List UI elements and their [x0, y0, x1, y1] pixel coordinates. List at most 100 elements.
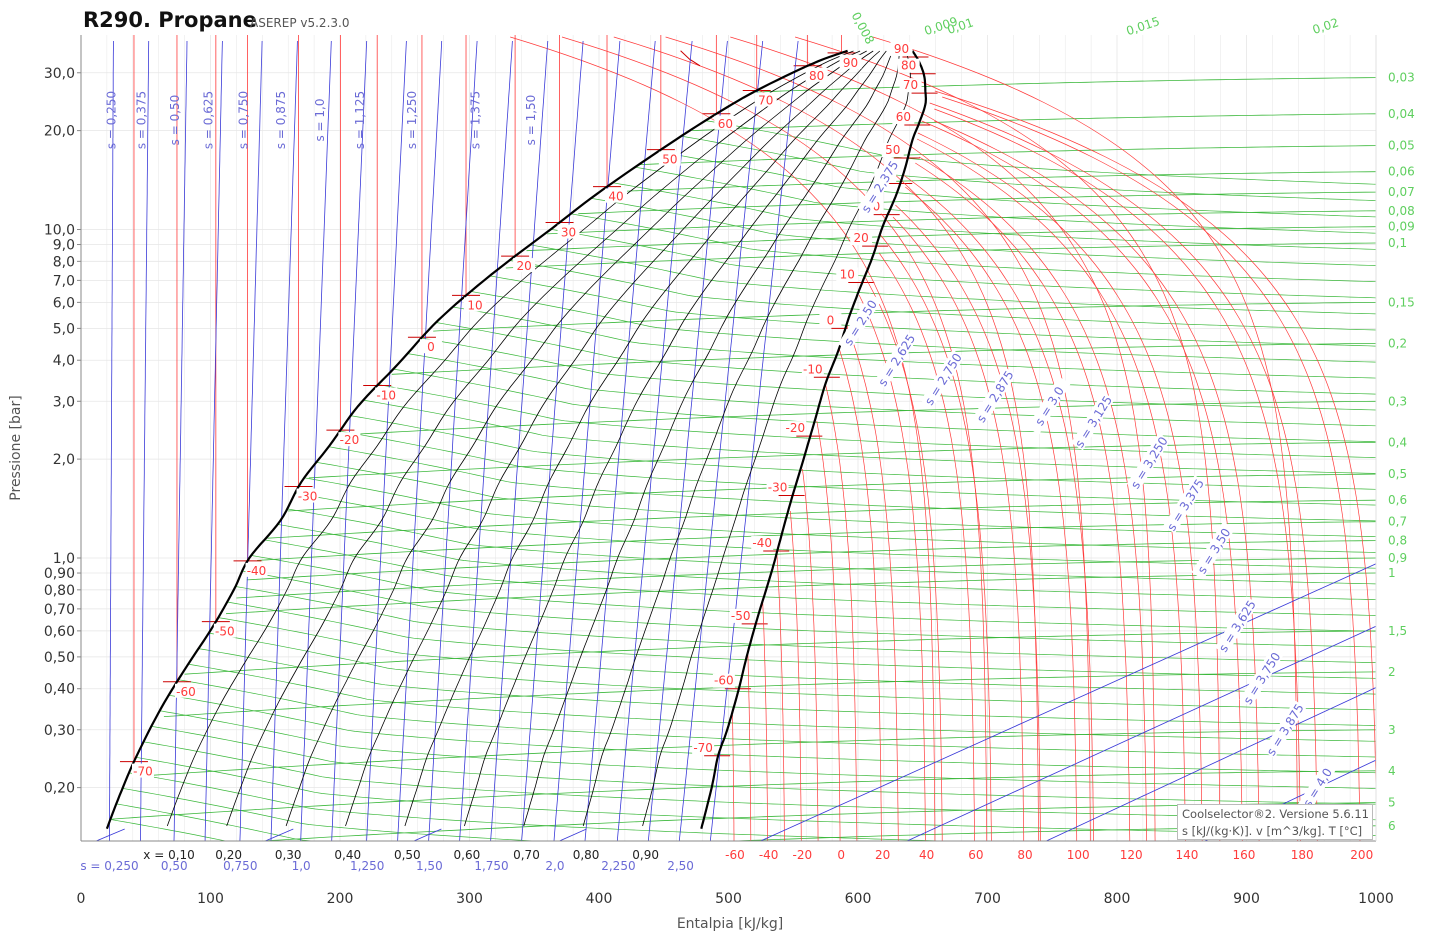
quality-line	[166, 50, 854, 827]
x-axis-label: Entalpia [kJ/kg]	[676, 916, 784, 932]
y-tick-label: 0,80	[44, 583, 75, 599]
isotherm-label-vapor: 20	[854, 231, 869, 245]
isochore-label-right: 0,1	[1388, 236, 1407, 250]
isochore-line	[350, 415, 1376, 490]
isotherm-label-liquid: 50	[662, 153, 677, 167]
isentrope-label-bg	[920, 349, 965, 408]
isotherm-vapor-branch	[802, 468, 819, 841]
isochore-line	[132, 729, 1376, 777]
isochore-line	[723, 825, 1376, 841]
isotherm-label-bg	[692, 740, 715, 755]
isotherm-label-liquid: 90	[843, 56, 858, 70]
isentrope-label-bg	[972, 366, 1017, 426]
isochore-line	[184, 630, 1376, 675]
isentrope-line	[678, 40, 764, 841]
isochore-line	[264, 539, 1376, 616]
isotherm-label-vapor: 90	[894, 42, 909, 56]
isentrope-label-bottom: 0,50	[161, 859, 188, 873]
y-tick-label: 0,20	[44, 781, 75, 797]
isentrope-label-bg	[1262, 700, 1307, 759]
info-version: Coolselector®2. Versione 5.6.11	[1182, 807, 1369, 821]
isochore-line	[235, 586, 1376, 664]
isochore-line	[277, 524, 1376, 601]
isochore-label-right: 6	[1388, 819, 1396, 833]
isochore-label-right: 0,15	[1388, 295, 1415, 309]
x-tick-label: 600	[845, 891, 872, 907]
isentrope-label-bg	[1214, 596, 1259, 655]
isochore-line	[339, 430, 1376, 506]
isochore-line	[218, 617, 1376, 695]
isentrope-label-bottom: 0,750	[223, 859, 257, 873]
isotherm-label-bottom: 0	[837, 848, 845, 862]
isochore-line	[236, 557, 1376, 599]
isotherm-label-vapor: 10	[840, 267, 855, 281]
isotherm-vapor-branch	[747, 654, 752, 841]
isotherm-vapor-branch	[762, 600, 768, 841]
isotherm-label-bottom: -20	[793, 848, 813, 862]
isotherm-vapor-branch	[878, 252, 975, 841]
isotherm-label-bg	[513, 258, 536, 273]
x-tick-label: 300	[456, 891, 483, 907]
isochore-lines	[110, 77, 1376, 841]
isotherm-label-bg	[712, 673, 735, 688]
isotherm-label-vapor: 80	[901, 59, 916, 73]
quality-label: 0,20	[215, 848, 242, 862]
y-tick-label: 20,0	[44, 124, 75, 140]
isochore-line	[316, 461, 1376, 538]
y-tick-label: 0,50	[44, 650, 75, 666]
isochore-label-right: 0,8	[1388, 534, 1407, 548]
y-tick-label: 0,30	[44, 723, 75, 739]
isochore-label-top: 0,02	[1311, 15, 1341, 37]
isochore-line	[470, 291, 1376, 363]
isotherm-vapor-branch	[903, 174, 1094, 841]
isotherm-label-bg	[890, 42, 913, 57]
isotherm-critical-marker	[680, 50, 701, 67]
isentrope-label-liquid: s = 1,50	[524, 95, 538, 146]
isochore-line	[198, 648, 1376, 726]
isotherm-label-bg	[766, 480, 789, 495]
isotherm-label-bottom: 160	[1232, 848, 1255, 862]
isotherm-label-vapor: -10	[803, 362, 823, 376]
quality-label: 0,40	[334, 848, 361, 862]
isentrope-label-bg	[857, 157, 902, 216]
isentrope-label-bg	[1071, 392, 1115, 451]
isochore-line	[681, 135, 1376, 201]
y-axis-label: Pressione [bar]	[8, 395, 24, 501]
isentrope-label-bg	[837, 293, 882, 352]
isochore-line	[116, 803, 316, 841]
isentrope-label-bg	[1295, 757, 1339, 817]
isentrope-label-liquid: s = 0,50	[168, 95, 182, 146]
isotherm-arc	[665, 36, 1091, 841]
y-tick-label: 4,0	[53, 353, 75, 369]
isochore-line	[705, 120, 1376, 185]
isotherm-arc	[561, 36, 988, 841]
y-tick-label: 5,0	[53, 321, 75, 337]
x-tick-label: 0	[77, 891, 86, 907]
quality-lines	[166, 50, 911, 827]
isochore-label-right: 0,3	[1388, 394, 1407, 408]
isentrope-label-bg	[1162, 475, 1207, 534]
isentrope-label-bottom: s = 0,250	[80, 859, 138, 873]
isentrope-line	[397, 40, 443, 841]
isentrope-vapor-line	[413, 828, 442, 841]
y-tick-label: 7,0	[53, 273, 75, 289]
isotherm-label-bg	[131, 763, 154, 778]
isochore-label-right: 0,06	[1388, 165, 1415, 179]
isentrope-vapor-line	[906, 625, 1376, 841]
quality-label: 0,50	[394, 848, 421, 862]
isochore-line	[421, 337, 1376, 411]
isentrope-line	[428, 40, 478, 841]
isentrope-line	[239, 40, 263, 841]
isentrope-label-liquid: s = 0,625	[202, 91, 216, 149]
isentrope-line	[204, 40, 223, 841]
isochore-line	[208, 632, 1376, 711]
isochore-line	[128, 772, 955, 841]
isotherm-label-bottom: -40	[759, 848, 779, 862]
isentrope-label-bg	[874, 330, 918, 389]
isochore-label-right: 0,6	[1388, 493, 1407, 507]
isochore-line	[489, 275, 1376, 347]
quality-label: 0,60	[454, 848, 481, 862]
isotherm-vapor-branch	[919, 156, 1147, 841]
isotherm-label-bg	[836, 267, 859, 282]
isotherm-label-liquid: 80	[809, 69, 824, 83]
